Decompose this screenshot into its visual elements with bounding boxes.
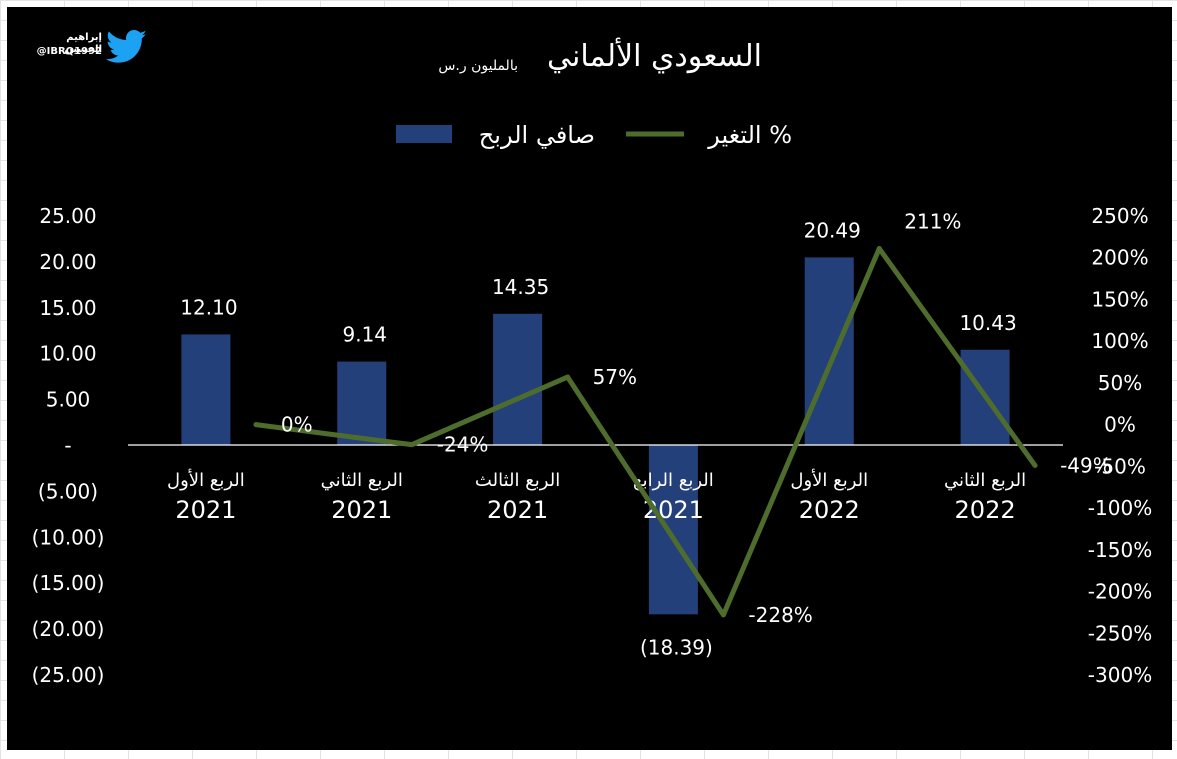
right-axis-tick-label: 100%: [1091, 329, 1148, 353]
legend-label-change-percent: التغير %: [707, 121, 792, 149]
category-label-year: 2022: [955, 496, 1016, 524]
bar-data-label: 14.35: [492, 275, 549, 299]
right-axis-tick-label: -50%: [1094, 454, 1146, 478]
left-axis-tick-label: -: [64, 434, 71, 458]
line-data-labels: 0% -24% 57% -228% 211% -49%: [281, 210, 1112, 627]
author-name: إبراهيم الحسين: [64, 32, 102, 55]
bar-data-label: (18.39): [640, 635, 713, 659]
bar-data-label: 9.14: [342, 323, 387, 347]
legend-label-net-profit: صافي الربح: [479, 121, 595, 149]
right-axis-tick-label: 50%: [1098, 371, 1142, 395]
category-label-year: 2022: [799, 496, 860, 524]
legend: صافي الربح التغير %: [396, 121, 792, 149]
legend-swatch-net-profit: [396, 125, 452, 143]
line-point: [876, 246, 882, 252]
author-credit: إبراهيم الحسين @IBRQ1992: [30, 30, 150, 64]
line-point: [1032, 463, 1038, 469]
category-label-quarter: الربع الثاني: [944, 470, 1026, 491]
author-handle: @IBRQ1992: [36, 46, 102, 57]
bar-data-label: 10.43: [959, 311, 1016, 335]
bar: [337, 361, 387, 446]
right-axis-tick-label: 150%: [1091, 287, 1148, 311]
bar: [181, 334, 231, 446]
right-axis: 250% 200% 150% 100% 50% 0% -50% -100% -150% -200%…: [1088, 204, 1152, 687]
bar-data-label: 20.49: [804, 218, 861, 242]
right-axis-tick-label: 0%: [1104, 413, 1136, 437]
right-axis-tick-label: -150%: [1088, 538, 1152, 562]
left-axis-tick-label: (25.00): [32, 663, 105, 687]
line-data-label: -24%: [437, 433, 489, 457]
right-axis-tick-label: -200%: [1088, 580, 1152, 604]
bar: [493, 313, 543, 446]
left-axis-tick-label: 20.00: [39, 250, 96, 274]
left-axis-tick-label: 15.00: [39, 296, 96, 320]
line-point: [565, 374, 571, 380]
category-labels: الربع الأول 2021 الربع الثاني 2021 الربع الث…: [167, 469, 1026, 524]
line-data-label: 57%: [593, 365, 637, 389]
left-axis-tick-label: 10.00: [39, 342, 96, 366]
left-axis-tick-label: (10.00): [32, 525, 105, 549]
category-label-quarter: الربع الرابع: [633, 470, 714, 491]
right-axis-tick-label: -300%: [1088, 663, 1152, 687]
right-axis-tick-label: -100%: [1088, 496, 1152, 520]
category-label-quarter: الربع الثالث: [475, 470, 560, 491]
line-data-label: -49%: [1060, 454, 1112, 478]
left-axis-tick-label: (20.00): [32, 617, 105, 641]
line-data-label: -228%: [748, 603, 812, 627]
line-data-label: 211%: [904, 210, 961, 234]
left-axis-tick-label: 5.00: [46, 388, 91, 412]
bar-data-labels: 12.10 9.14 14.35 (18.39) 20.49 10.43: [180, 218, 1016, 659]
left-axis-tick-label: (5.00): [38, 479, 98, 503]
category-label-quarter: الربع الأول: [790, 469, 868, 491]
chart-title: السعودي الألماني: [547, 36, 762, 74]
category-label-quarter: الربع الثاني: [321, 470, 403, 491]
category-label-year: 2021: [331, 496, 392, 524]
line-point: [720, 612, 726, 618]
category-label-quarter: الربع الأول: [167, 469, 245, 491]
bar-series: [181, 257, 1010, 615]
right-axis-tick-label: 250%: [1091, 204, 1148, 228]
left-axis: 25.00 20.00 15.00 10.00 5.00 - (5.00) (10.00) (1…: [32, 204, 105, 687]
line-point: [409, 442, 415, 448]
twitter-bird-icon: [106, 30, 147, 63]
line-series: [253, 246, 1038, 618]
bar: [804, 257, 854, 446]
left-axis-tick-label: (15.00): [32, 571, 105, 595]
category-label-year: 2021: [175, 496, 236, 524]
right-axis-tick-label: 200%: [1091, 246, 1148, 270]
line-point: [253, 422, 259, 428]
bar: [648, 445, 698, 615]
chart-subtitle: بالمليون ر.س: [438, 58, 518, 74]
left-axis-tick-label: 25.00: [39, 204, 96, 228]
right-axis-tick-label: -250%: [1088, 621, 1152, 645]
category-label-year: 2021: [487, 496, 548, 524]
bar-data-label: 12.10: [180, 295, 237, 319]
line-data-label: 0%: [281, 413, 313, 437]
change-percent-line: [255, 246, 1038, 618]
